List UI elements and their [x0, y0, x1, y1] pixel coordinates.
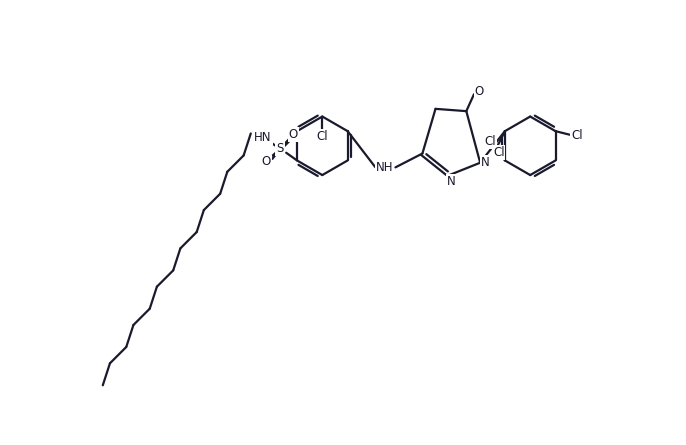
Text: N: N [447, 175, 456, 188]
Text: Cl: Cl [484, 135, 496, 149]
Text: O: O [261, 155, 271, 169]
Text: HN: HN [255, 131, 272, 144]
Text: Cl: Cl [571, 129, 583, 142]
Text: N: N [481, 156, 490, 169]
Text: Cl: Cl [493, 146, 504, 159]
Text: O: O [475, 85, 484, 98]
Text: NH: NH [376, 161, 394, 174]
Text: Cl: Cl [316, 130, 328, 143]
Text: O: O [289, 128, 298, 141]
Text: S: S [276, 142, 284, 155]
